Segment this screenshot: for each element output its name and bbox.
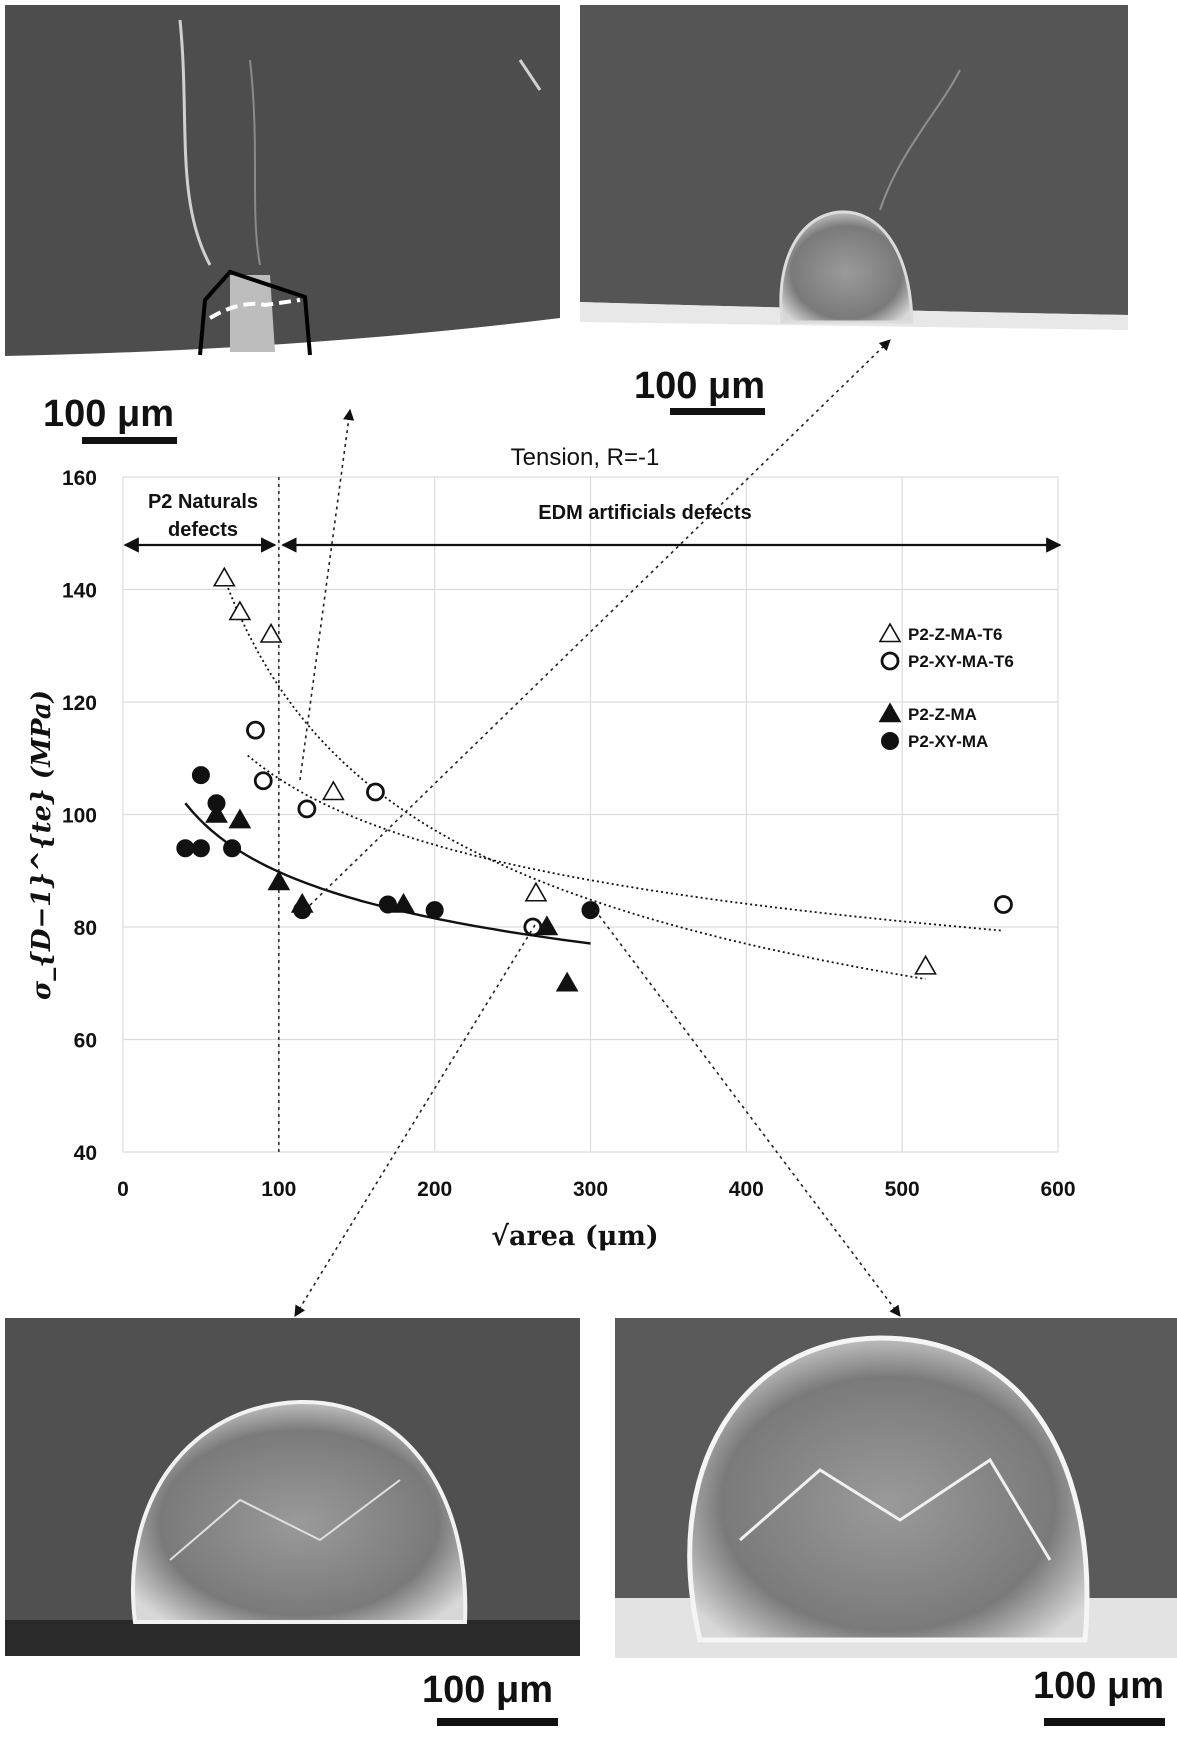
data-point-p2-xy-ma-t6 — [994, 895, 1013, 914]
data-point-p2-z-ma-t6 — [914, 954, 937, 975]
data-point-p2-z-ma — [267, 870, 291, 891]
data-point-p2-xy-ma — [425, 901, 444, 920]
x-tick-label: 500 — [885, 1178, 920, 1201]
data-point-p2-xy-ma — [207, 794, 226, 813]
legend-label-p2-xy-ma: P2-XY-MA — [908, 732, 988, 751]
data-point-p2-z-ma-t6 — [228, 600, 252, 621]
y-tick-labels: 40 60 80 100 120 140 160 — [62, 467, 97, 1165]
micrograph-bottom-left — [5, 1318, 580, 1656]
chart-legend: P2-Z-MA-T6 P2-XY-MA-T6 P2-Z-MA P2-XY-MA — [878, 622, 1014, 751]
y-tick-label: 120 — [62, 692, 97, 715]
data-point-p2-xy-ma — [191, 839, 210, 858]
micrograph-top-right — [580, 5, 1128, 330]
pointer-arrow — [294, 924, 536, 1317]
x-tick-label: 0 — [117, 1178, 129, 1201]
data-point-p2-z-ma — [392, 892, 415, 913]
x-tick-label: 400 — [729, 1178, 764, 1201]
scale-bar-label: 100 μm — [43, 393, 174, 435]
legend-marker-p2-xy-ma — [881, 732, 899, 750]
legend-label-p2-z-ma: P2-Z-MA — [908, 705, 977, 724]
trendline-p2-z-ma-t6 — [223, 578, 926, 980]
scale-bar-label: 100 μm — [1033, 1665, 1164, 1707]
chart-grid — [122, 476, 1059, 1153]
data-point-p2-xy-ma-t6 — [366, 782, 385, 802]
x-tick-labels: 0 100 200 300 400 500 600 — [117, 1178, 1075, 1201]
micrograph-top-left — [5, 5, 560, 356]
data-point-p2-z-ma-t6 — [212, 566, 236, 587]
x-axis-label: √area (μm) — [491, 1221, 658, 1252]
data-point-p2-z-ma-t6 — [259, 622, 283, 643]
y-tick-label: 160 — [62, 467, 97, 490]
natural-defects-label-line1: P2 Naturals — [148, 491, 258, 513]
pointer-arrow — [299, 408, 355, 781]
legend-label-p2-z-ma-t6: P2-Z-MA-T6 — [908, 625, 1002, 644]
y-tick-label: 100 — [62, 805, 97, 828]
scale-bar-top-right: 100 μm — [634, 365, 765, 415]
micrograph-bottom-right — [615, 1318, 1177, 1658]
data-point-p2-xy-ma — [378, 895, 397, 914]
data-point-p2-xy-ma — [176, 839, 195, 858]
legend-marker-p2-xy-ma-t6 — [880, 651, 900, 671]
pointer-arrows — [294, 339, 901, 1317]
artificial-defects-label: EDM artificials defects — [538, 502, 751, 524]
data-point-p2-z-ma-t6 — [524, 881, 548, 902]
data-point-p2-z-ma — [205, 802, 228, 823]
x-tick-label: 600 — [1040, 1178, 1075, 1201]
legend-label-p2-xy-ma-t6: P2-XY-MA-T6 — [908, 652, 1014, 671]
x-tick-label: 200 — [417, 1178, 452, 1201]
data-point-p2-xy-ma-t6 — [253, 771, 273, 791]
chart: 40 60 80 100 120 140 160 0 100 200 300 400 500 600 T… — [27, 444, 1076, 1252]
natural-defects-label-line2: defects — [168, 519, 238, 541]
legend-marker-p2-z-ma — [878, 702, 902, 723]
y-tick-label: 80 — [74, 917, 97, 940]
data-point-p2-z-ma — [228, 808, 252, 829]
data-point-p2-xy-ma — [293, 901, 312, 920]
scale-bar-label: 100 μm — [422, 1669, 553, 1711]
x-tick-label: 100 — [261, 1178, 296, 1201]
x-tick-label: 300 — [573, 1178, 608, 1201]
y-tick-label: 140 — [62, 580, 97, 603]
y-tick-label: 60 — [74, 1030, 97, 1053]
legend-marker-p2-z-ma-t6 — [878, 622, 902, 643]
data-point-p2-xy-ma — [223, 839, 242, 858]
chart-title: Tension, R=-1 — [511, 444, 660, 471]
data-point-p2-xy-ma — [581, 901, 600, 920]
data-point-p2-xy-ma — [191, 766, 210, 785]
y-tick-label: 40 — [74, 1142, 97, 1165]
data-point-p2-z-ma — [535, 915, 559, 936]
data-points — [176, 566, 1013, 992]
scale-bar-top-left: 100 μm — [43, 393, 177, 444]
scale-bar-label: 100 μm — [634, 365, 765, 407]
data-point-p2-z-ma — [555, 971, 579, 992]
data-point-p2-xy-ma-t6 — [246, 720, 265, 740]
scale-bar-bottom-right: 100 μm — [1033, 1665, 1165, 1726]
scale-bar-bottom-left: 100 μm — [422, 1669, 558, 1726]
y-axis-label: σ_{D−1}^{te} (MPa) — [27, 690, 57, 1000]
data-point-p2-xy-ma-t6 — [297, 799, 317, 819]
pointer-arrow — [304, 339, 891, 911]
trendline-p2-xy-ma-t6 — [247, 754, 1004, 932]
data-point-p2-z-ma-t6 — [321, 780, 345, 801]
pointer-arrow — [594, 909, 901, 1317]
